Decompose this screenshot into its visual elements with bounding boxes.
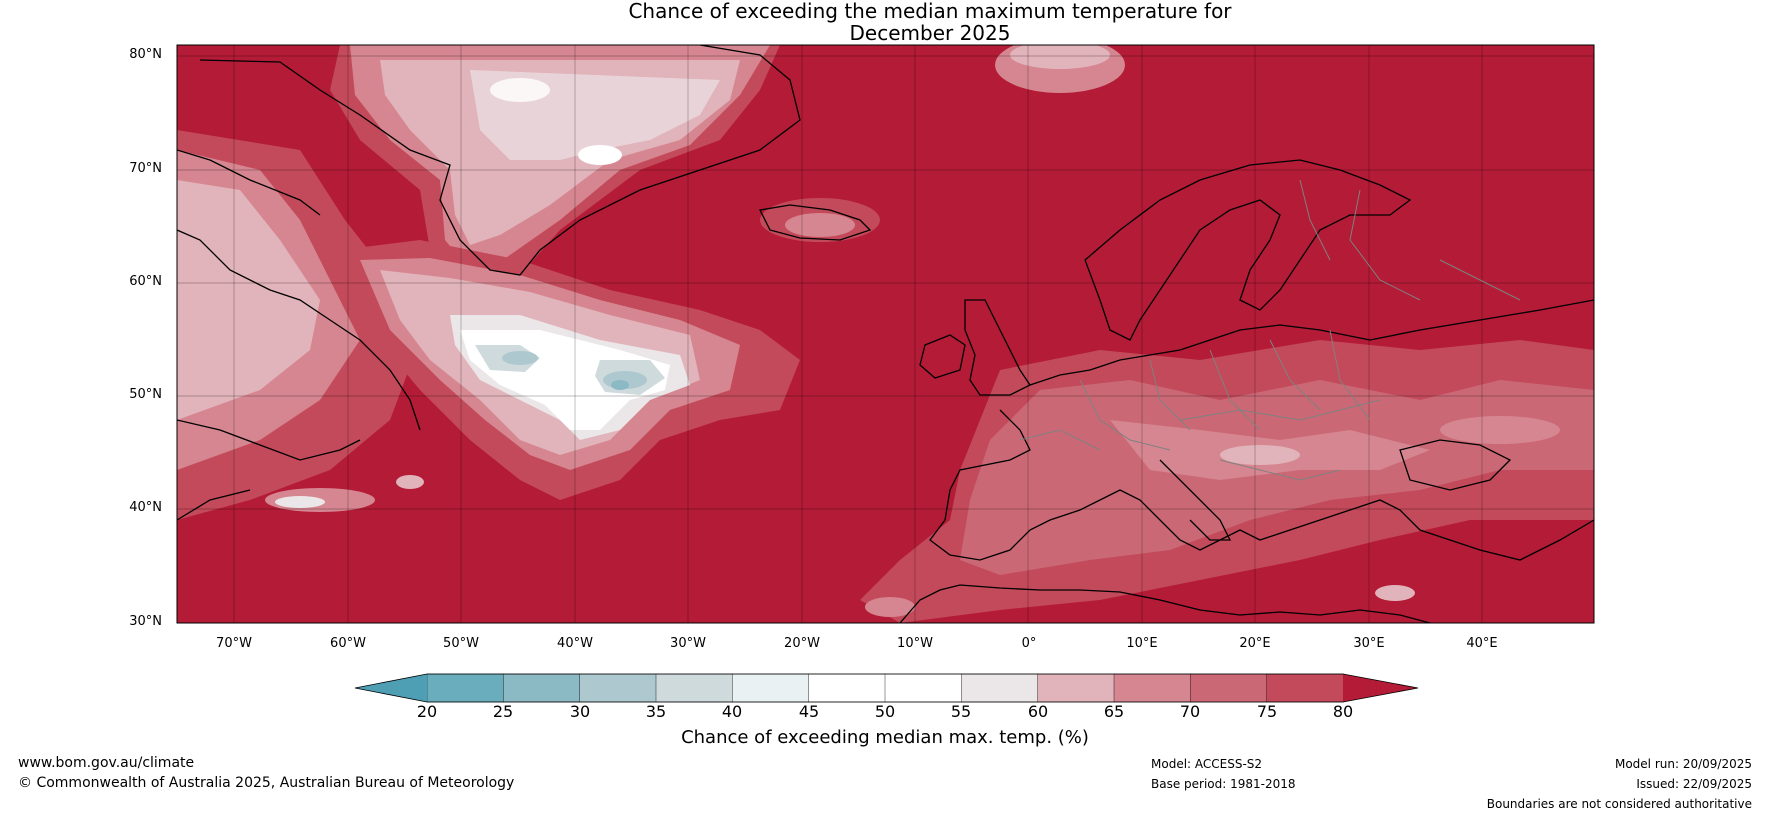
model-run-text: Model run: 20/09/2025: [1614, 757, 1752, 771]
model-text: Model: ACCESS-S2: [1151, 757, 1263, 771]
colorbar-cell: [655, 673, 734, 703]
colorbar-cell: [808, 673, 886, 703]
colorbar-cell: [961, 673, 1039, 703]
lat-tick-70n: 70°N: [129, 161, 162, 176]
lon-tick-40e: 40°E: [1466, 636, 1498, 651]
lon-tick-20e: 20°E: [1239, 636, 1271, 651]
colorbar-cell: [1113, 673, 1192, 703]
country-borders: [1019, 179, 1521, 481]
map-title-line2: December 2025: [849, 21, 1011, 45]
base-period-text: Base period: 1981-2018: [1151, 777, 1296, 791]
colorbar-label-25: 25: [492, 702, 514, 721]
colorbar-label-20: 20: [416, 702, 438, 721]
lon-tick-40w: 40°W: [557, 636, 593, 651]
lat-tick-40n: 40°N: [129, 500, 162, 515]
colorbar-label-70: 70: [1179, 702, 1201, 721]
colorbar-label-45: 45: [798, 702, 820, 721]
lon-tick-30w: 30°W: [670, 636, 706, 651]
colorbar-cell: [884, 673, 963, 703]
colorbar-cell: [426, 673, 505, 703]
lon-tick-0: 0°: [1021, 636, 1037, 651]
coastlines: [177, 45, 1594, 623]
colorbar-title: Chance of exceeding median max. temp. (%…: [681, 727, 1089, 748]
lat-tick-30n: 30°N: [129, 614, 162, 629]
lon-tick-60w: 60°W: [330, 636, 366, 651]
map-title-line1: Chance of exceeding the median maximum t…: [628, 0, 1232, 23]
colorbar-cell: [1037, 673, 1115, 703]
colorbar-cell: [732, 673, 810, 703]
colorbar-label-40: 40: [721, 702, 743, 721]
colorbar-label-35: 35: [645, 702, 667, 721]
colorbar-label-75: 75: [1256, 702, 1278, 721]
colorbar-cell: [503, 673, 581, 703]
lat-tick-50n: 50°N: [129, 387, 162, 402]
disclaimer-text: Boundaries are not considered authoritat…: [1486, 797, 1752, 811]
map-frame: [176, 44, 1595, 624]
copyright-text: © Commonwealth of Australia 2025, Austra…: [18, 775, 515, 791]
colorbar-cell: [579, 673, 657, 703]
lon-tick-20w: 20°W: [784, 636, 820, 651]
colorbar-label-60: 60: [1027, 702, 1049, 721]
colorbar-high-extension: [1343, 674, 1418, 702]
lat-tick-60n: 60°N: [129, 274, 162, 289]
lat-tick-80n: 80°N: [129, 47, 162, 62]
colorbar-low-extension: [355, 674, 427, 702]
colorbar-label-50: 50: [874, 702, 896, 721]
lon-tick-10e: 10°E: [1126, 636, 1158, 651]
lon-tick-10w: 10°W: [897, 636, 933, 651]
colorbar-label-30: 30: [569, 702, 591, 721]
colorbar-cell: [1266, 673, 1344, 703]
colorbar-label-65: 65: [1103, 702, 1125, 721]
lon-tick-70w: 70°W: [216, 636, 252, 651]
graticule: [177, 45, 1594, 623]
lon-tick-30e: 30°E: [1353, 636, 1385, 651]
issued-text: Issued: 22/09/2025: [1636, 777, 1752, 791]
colorbar-label-55: 55: [950, 702, 972, 721]
website-link[interactable]: www.bom.gov.au/climate: [18, 755, 195, 771]
colorbar-cell: [1190, 673, 1268, 703]
lon-tick-50w: 50°W: [443, 636, 479, 651]
colorbar-label-80: 80: [1332, 702, 1354, 721]
